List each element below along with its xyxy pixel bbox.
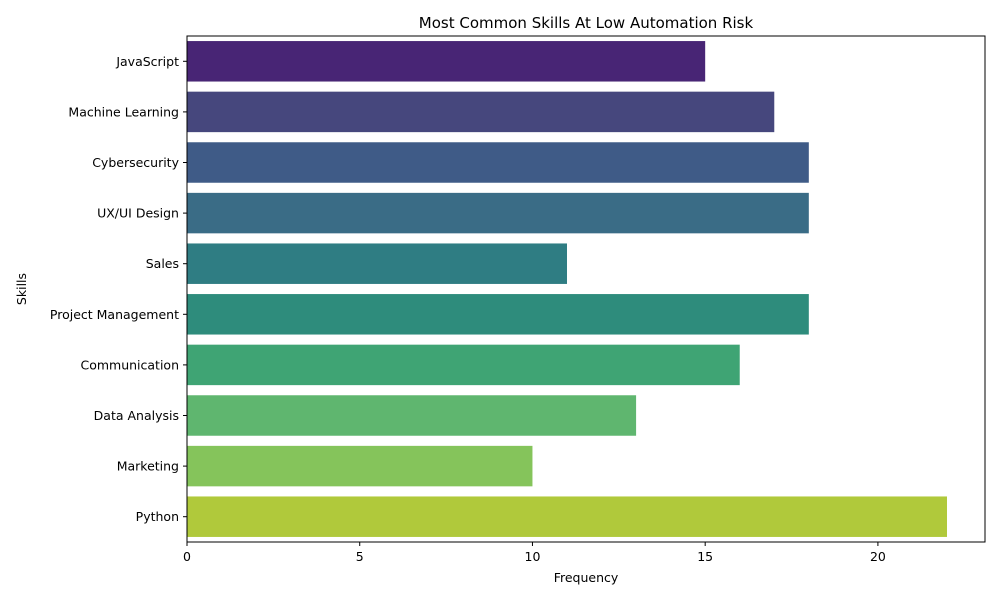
bar-sales bbox=[187, 243, 567, 284]
x-tick-label: 0 bbox=[183, 549, 191, 564]
y-axis-label: Skills bbox=[14, 273, 29, 305]
x-tick-label: 10 bbox=[525, 549, 541, 564]
y-tick-label: Python bbox=[136, 509, 179, 524]
bar-data-analysis bbox=[187, 395, 637, 436]
y-tick-label: Data Analysis bbox=[94, 408, 179, 423]
x-axis-label: Frequency bbox=[554, 570, 619, 585]
bar-project-management bbox=[187, 294, 809, 335]
y-tick-label: Cybersecurity bbox=[92, 155, 179, 170]
x-tick-label: 20 bbox=[870, 549, 886, 564]
y-tick-label: Marketing bbox=[117, 459, 179, 474]
y-tick-label: Project Management bbox=[50, 307, 179, 322]
y-tick-label: Machine Learning bbox=[68, 104, 179, 119]
plot-frame bbox=[186, 35, 986, 543]
bar-ux-ui-design bbox=[187, 192, 809, 234]
bar-communication bbox=[187, 344, 740, 386]
y-tick-label: JavaScript bbox=[115, 54, 179, 69]
x-axis: 0 5 10 15 20 bbox=[183, 542, 886, 564]
y-tick-label: Sales bbox=[146, 256, 179, 271]
bar-machine-learning bbox=[187, 91, 775, 133]
chart-title: Most Common Skills At Low Automation Ris… bbox=[419, 14, 754, 32]
bar-marketing bbox=[187, 445, 533, 487]
bars-group bbox=[187, 41, 947, 537]
bar-javascript bbox=[187, 41, 706, 82]
y-axis: JavaScript Machine Learning Cybersecurity U… bbox=[50, 54, 187, 524]
bar-cybersecurity bbox=[187, 142, 809, 183]
x-tick-label: 5 bbox=[356, 549, 364, 564]
bar-python bbox=[187, 496, 947, 537]
y-tick-label: Communication bbox=[80, 357, 179, 372]
x-tick-label: 15 bbox=[697, 549, 713, 564]
y-tick-label: UX/UI Design bbox=[97, 206, 179, 221]
